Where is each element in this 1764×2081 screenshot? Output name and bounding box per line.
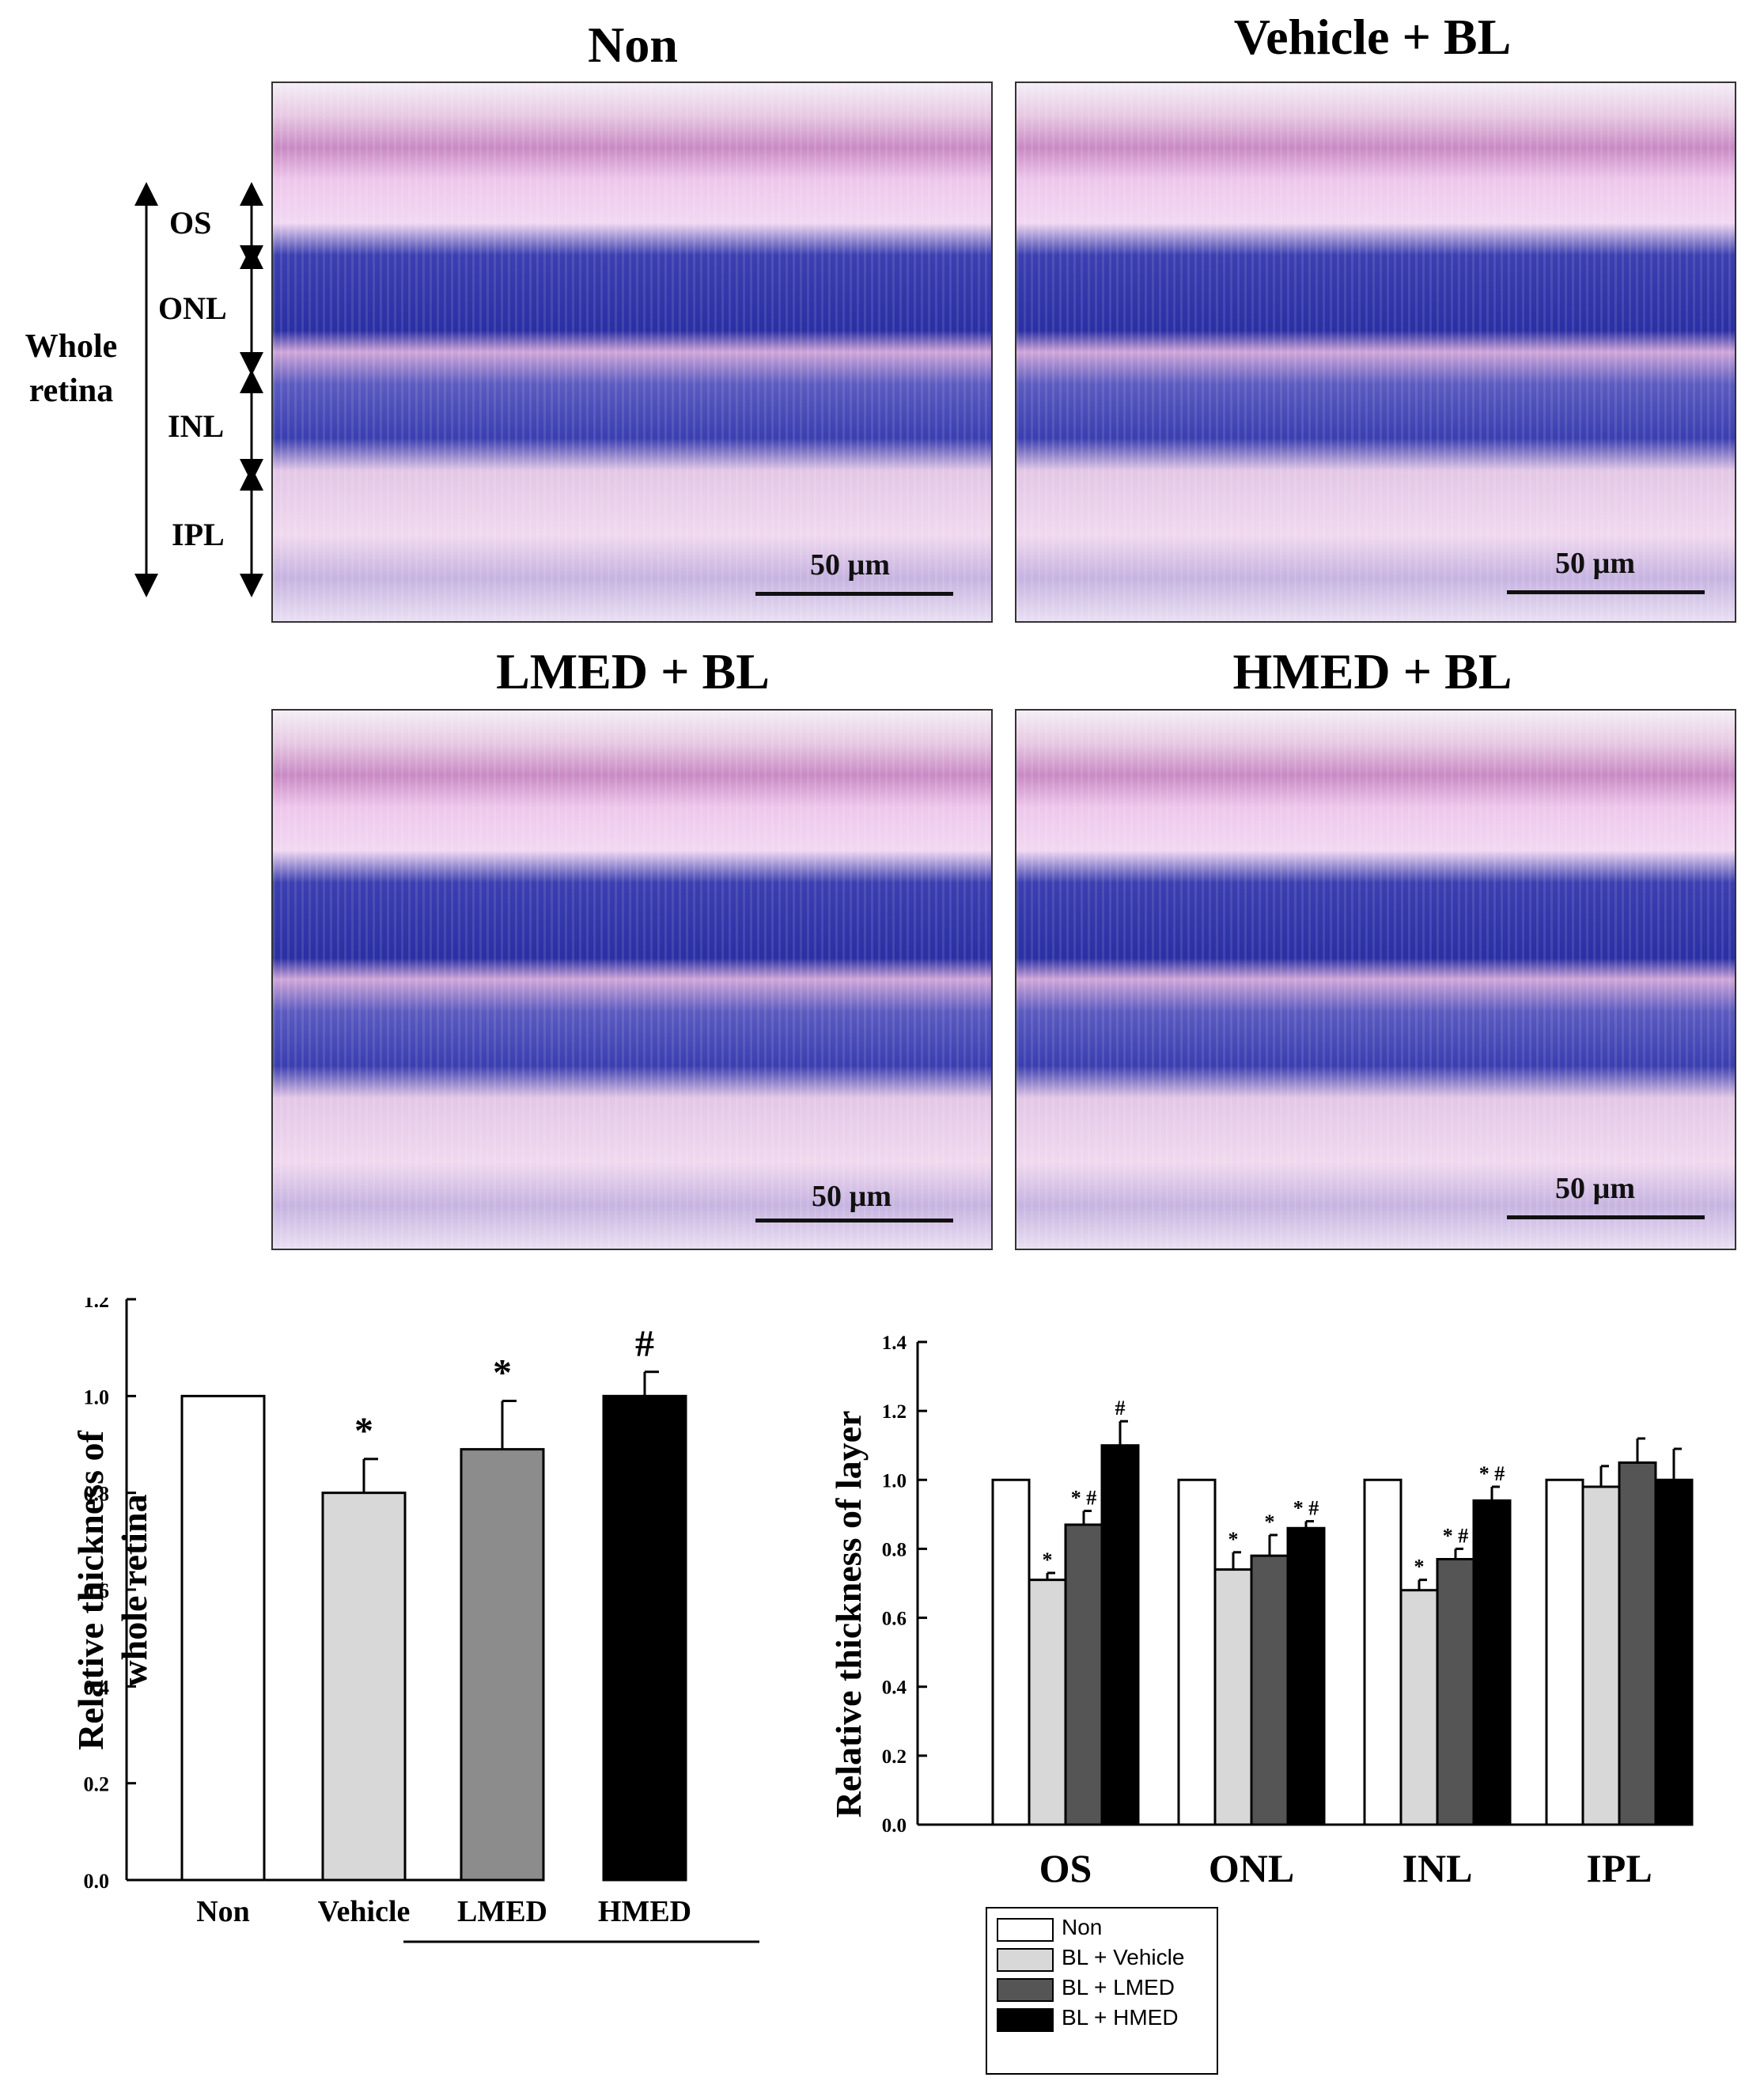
x-tick-label-os: OS <box>1039 1846 1092 1890</box>
scale-bar-vehicle <box>1507 590 1705 594</box>
significance-marker: * <box>1265 1511 1275 1533</box>
legend-label-lmed: BL + LMED <box>1062 1975 1175 2000</box>
micrograph-non <box>271 81 993 623</box>
significance-marker: * <box>1228 1528 1239 1551</box>
significance-marker: * <box>1414 1556 1425 1579</box>
bar-os-3 <box>1100 1444 1140 1826</box>
bar-onl-2 <box>1250 1554 1289 1826</box>
bar-ipl-0 <box>1545 1478 1584 1826</box>
label-os: OS <box>169 205 212 241</box>
significance-marker: # <box>635 1323 654 1365</box>
bar-os-0 <box>991 1478 1031 1826</box>
x-tick-label: LMED <box>457 1895 547 1928</box>
y-tick-label: 1.4 <box>882 1332 907 1354</box>
y-tick-label: 0.6 <box>84 1579 110 1602</box>
significance-marker: * # <box>1071 1487 1097 1510</box>
y-tick-label: 0.4 <box>882 1677 907 1699</box>
panel-title-non: Non <box>588 17 678 73</box>
layer-brackets <box>134 182 263 597</box>
bar-ipl-3 <box>1654 1478 1694 1826</box>
micrograph-hmed <box>1015 709 1736 1250</box>
y-tick-label: 0.2 <box>84 1773 110 1796</box>
bar-ipl-1 <box>1581 1485 1621 1826</box>
significance-marker: # <box>1115 1397 1126 1420</box>
x-tick-label-onl: ONL <box>1209 1846 1294 1890</box>
chart-layer-thickness: 0.0 0.2 0.4 0.6 0.8 1.0 1.2 1.4 * * # # OS * * * # ONL *… <box>831 1332 1694 1890</box>
significance-marker: * <box>493 1351 512 1393</box>
significance-marker: * <box>1043 1548 1053 1571</box>
bar-inl-0 <box>1363 1478 1402 1826</box>
bar-inl-3 <box>1472 1499 1512 1826</box>
scale-label-lmed: 50 µm <box>812 1180 892 1213</box>
significance-marker: * # <box>1479 1462 1505 1485</box>
bar-onl-3 <box>1286 1526 1326 1826</box>
label-ipl: IPL <box>172 517 225 552</box>
y-tick-label: 0.0 <box>882 1815 907 1837</box>
group-label: BL <box>565 1965 599 1970</box>
y-axis-label-2: whole retina <box>114 1494 154 1686</box>
y-tick-label: 1.2 <box>84 1298 110 1312</box>
scale-label-hmed: 50 µm <box>1555 1172 1636 1205</box>
bar-non <box>180 1394 266 1882</box>
scale-bar-hmed <box>1507 1215 1705 1219</box>
x-tick-label: Non <box>196 1895 250 1928</box>
y-tick-label: 1.0 <box>882 1470 907 1492</box>
legend-label-hmed: BL + HMED <box>1062 2005 1179 2030</box>
label-retina: retina <box>28 373 114 409</box>
scale-bar-non <box>755 592 953 596</box>
panel-title-lmed: LMED + BL <box>496 643 770 699</box>
legend-label-non: Non <box>1062 1915 1103 1939</box>
legend-swatch-hmed <box>997 2008 1054 2032</box>
x-tick-label: HMED <box>598 1895 691 1928</box>
scale-label-vehicle: 50 µm <box>1555 547 1636 580</box>
legend: Non BL + Vehicle BL + LMED BL + HMED <box>986 1907 1218 2075</box>
significance-marker: * # <box>1443 1524 1469 1547</box>
panel-title-hmed: HMED + BL <box>1232 643 1512 699</box>
bar-onl-1 <box>1213 1568 1253 1826</box>
bar-inl-2 <box>1436 1558 1475 1826</box>
x-tick-label-ipl: IPL <box>1586 1846 1652 1890</box>
bar-os-1 <box>1028 1579 1067 1826</box>
label-onl: ONL <box>158 290 227 326</box>
bar-vehicle <box>321 1492 407 1882</box>
bar-ipl-2 <box>1618 1461 1657 1826</box>
label-whole: Whole <box>25 328 118 365</box>
bar-inl-1 <box>1399 1589 1439 1826</box>
bar-hmed <box>602 1394 687 1882</box>
legend-swatch-non <box>997 1918 1054 1942</box>
y-tick-label: 1.2 <box>882 1401 907 1423</box>
x-tick-label: Vehicle <box>318 1895 411 1928</box>
panel-title-vehicle: Vehicle + BL <box>1233 9 1512 65</box>
significance-marker: * # <box>1293 1497 1319 1520</box>
y-axis-label: Relative thickness of layer <box>831 1411 869 1818</box>
significance-marker: * <box>354 1410 373 1452</box>
y-tick-label: 0.8 <box>84 1483 110 1506</box>
bar-os-2 <box>1064 1523 1103 1826</box>
y-tick-label: 0.6 <box>882 1609 907 1630</box>
bar-lmed <box>460 1448 545 1882</box>
micrograph-vehicle <box>1015 81 1736 623</box>
legend-label-vehicle: BL + Vehicle <box>1062 1945 1185 1969</box>
scale-label-non: 50 µm <box>810 548 891 582</box>
micrograph-lmed <box>271 709 993 1250</box>
x-tick-label-inl: INL <box>1402 1846 1473 1890</box>
legend-swatch-lmed <box>997 1978 1054 2002</box>
scale-bar-lmed <box>755 1219 953 1222</box>
chart-whole-retina: 0.0 0.2 0.4 0.6 0.8 1.0 1.2 Non * Vehicle * LMED # HM… <box>70 1298 759 1970</box>
label-inl: INL <box>168 408 225 444</box>
y-tick-label: 0.8 <box>882 1539 907 1560</box>
y-tick-label: 1.0 <box>84 1385 110 1408</box>
y-tick-label: 0.2 <box>882 1746 907 1768</box>
bar-onl-0 <box>1177 1478 1217 1826</box>
label-whole-retina: Whole retina <box>12 324 131 413</box>
y-tick-label: 0.0 <box>84 1870 110 1893</box>
y-tick-label: 0.4 <box>84 1676 110 1699</box>
y-axis-label: Relative thickness of <box>70 1430 111 1749</box>
legend-swatch-vehicle <box>997 1948 1054 1972</box>
